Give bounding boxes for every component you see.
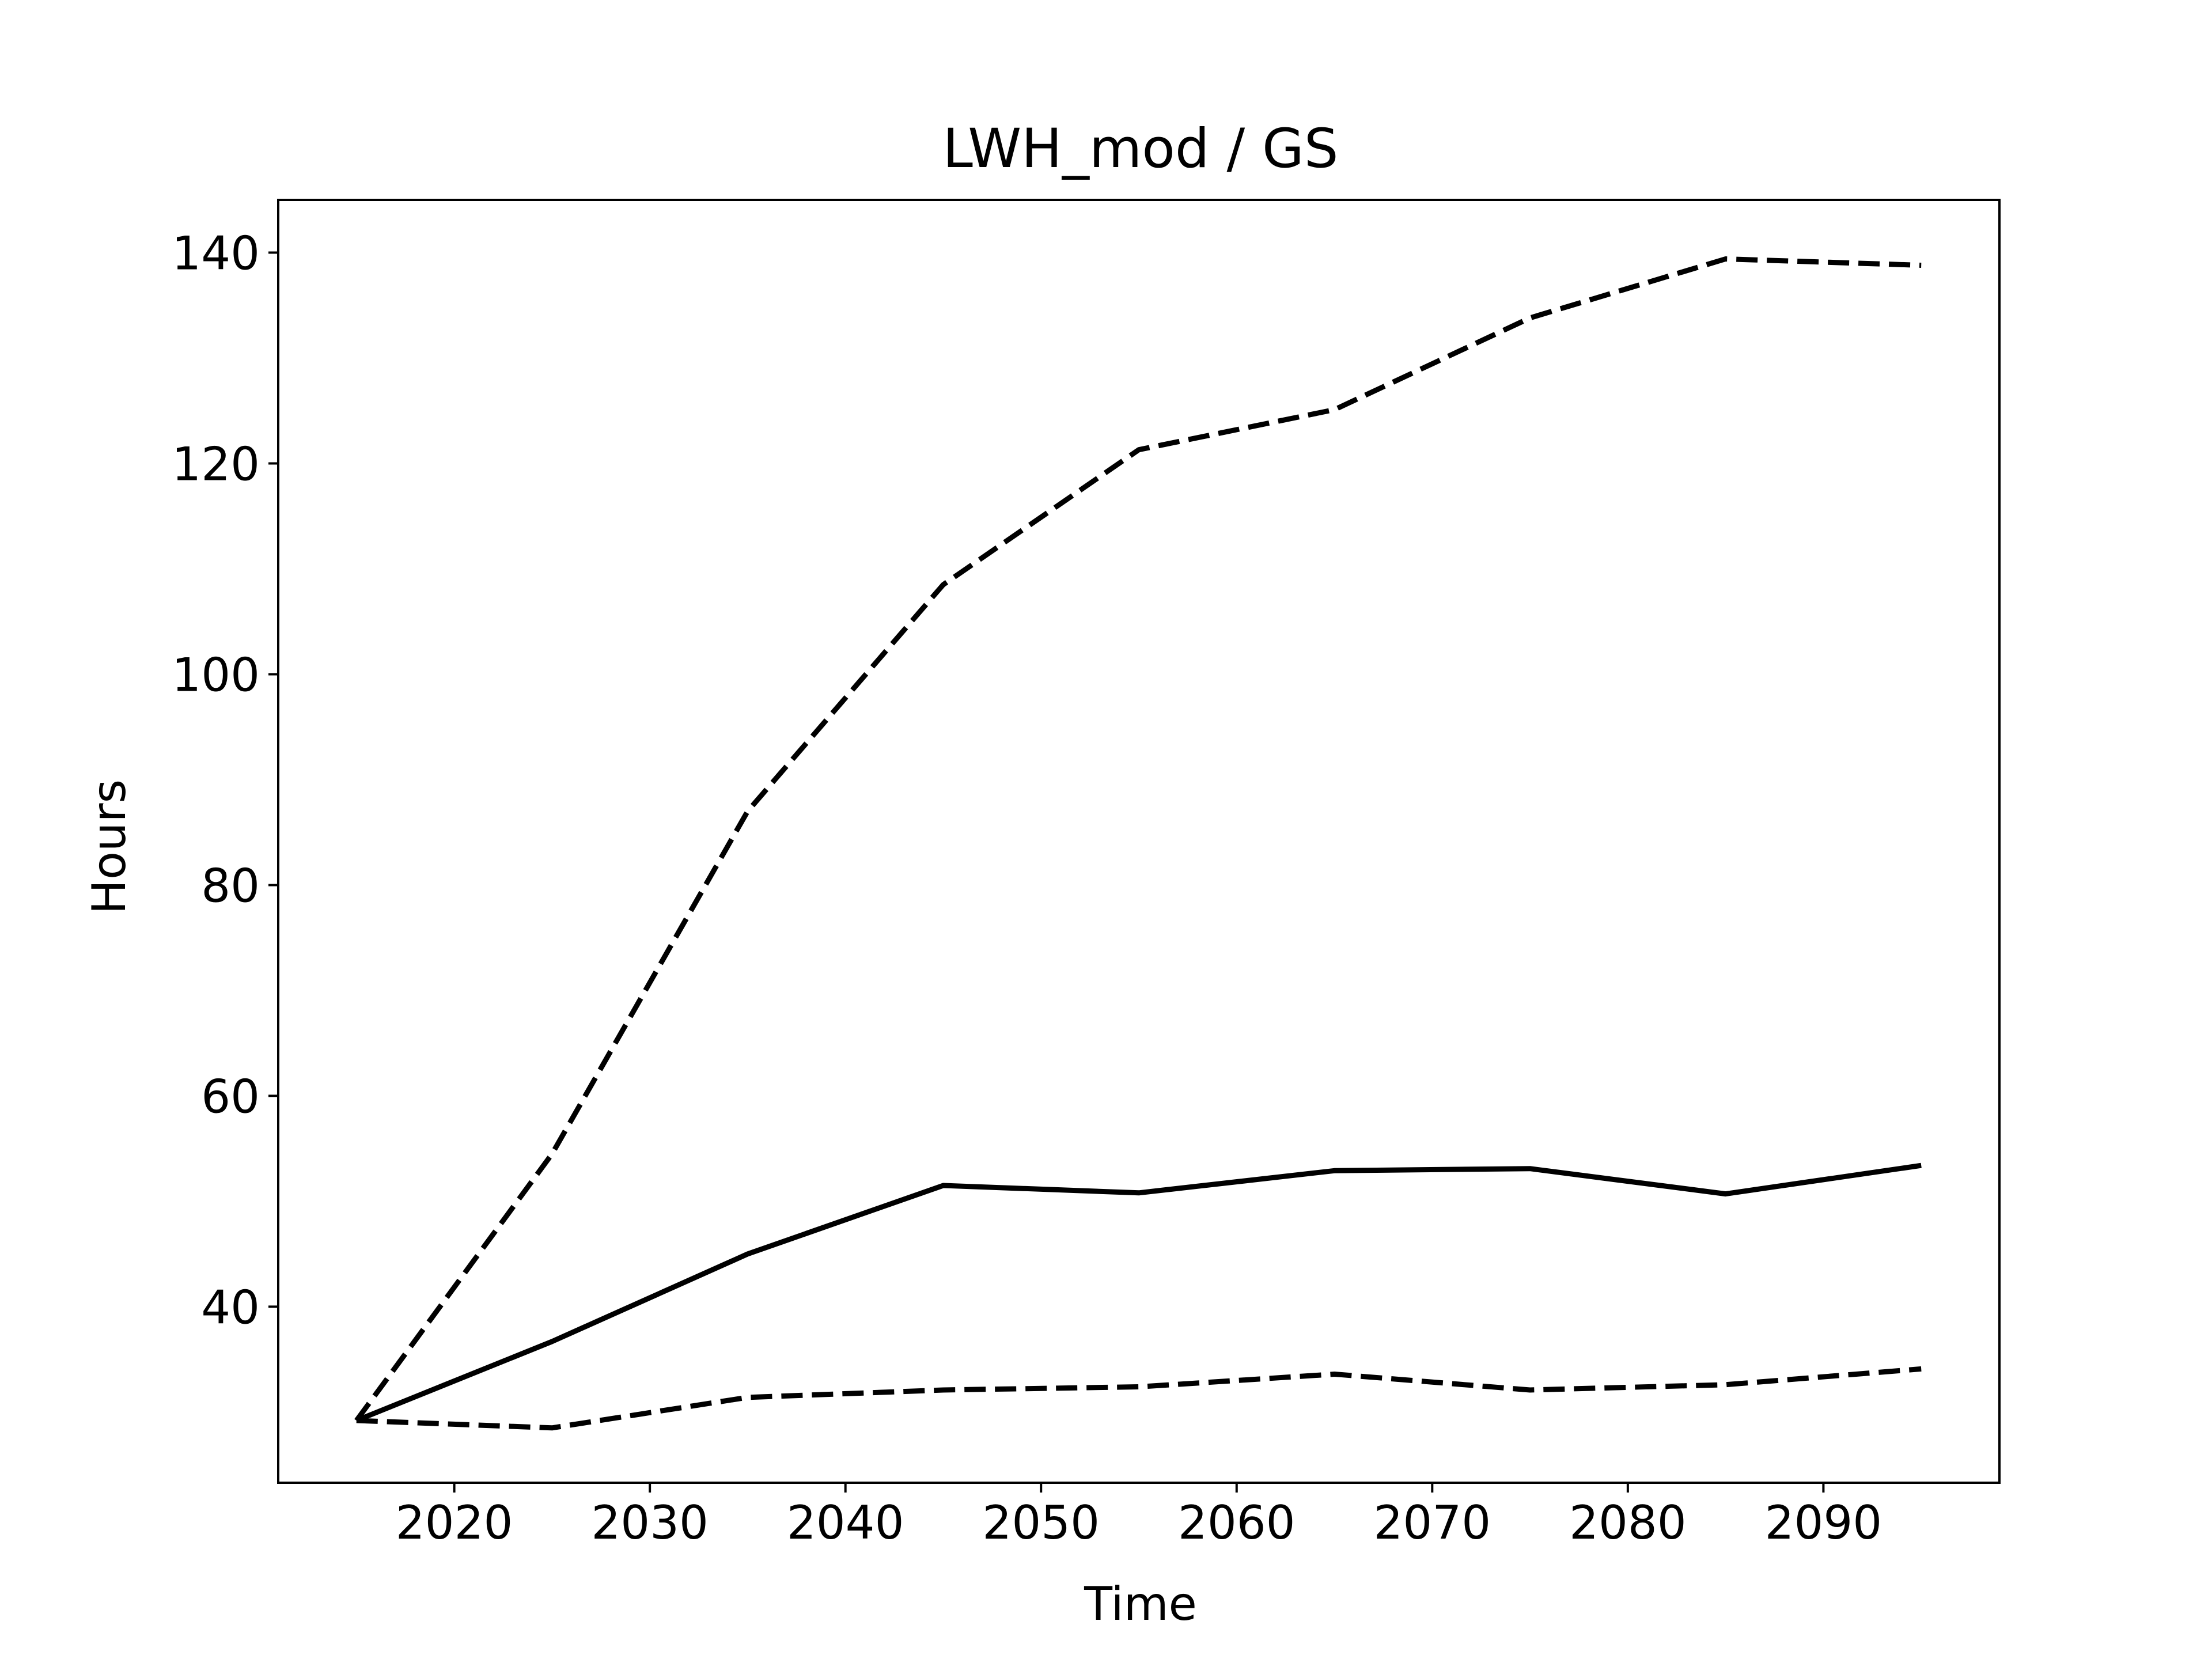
y-tick-label-40: 40 [201,1281,260,1334]
y-axis-label: Hours [82,779,136,914]
axes: 2020 2030 2040 2050 2060 2070 2080 2090 40 60 80 10… [172,199,2001,1550]
plot-area [354,256,1922,1431]
x-tick-label-2070: 2070 [1374,1496,1491,1550]
x-tick-label-2080: 2080 [1569,1496,1687,1550]
x-tick-label-2020: 2020 [396,1496,513,1550]
axes-frame [277,199,2001,1484]
series-line-1 [355,1162,1922,1423]
y-tick-label-100: 100 [172,648,260,702]
y-tick-label-80: 80 [201,859,260,912]
y-tick-label-120: 120 [172,437,260,491]
x-axis-label: Time [1084,1577,1197,1631]
x-tick-label-2050: 2050 [982,1496,1100,1550]
y-tick-label-140: 140 [172,226,260,280]
series-line-3 [356,1366,1922,1431]
x-tick-label-2060: 2060 [1178,1496,1296,1550]
y-tick-label-60: 60 [201,1070,260,1123]
chart-title: LWH_mod / GS [942,118,1338,180]
x-tick-label-2030: 2030 [591,1496,709,1550]
x-tick-label-2090: 2090 [1765,1496,1883,1550]
series-line-2 [354,256,1922,1422]
x-tick-label-2040: 2040 [787,1496,904,1550]
